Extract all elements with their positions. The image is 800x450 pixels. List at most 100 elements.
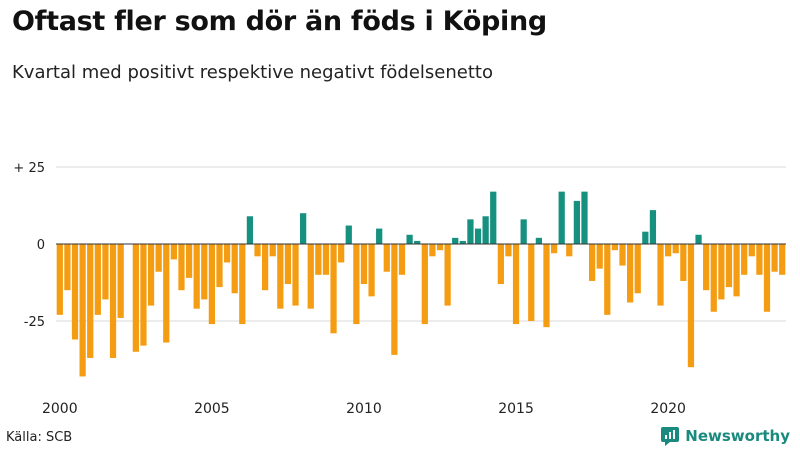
bar-2002-q4[interactable]: 2002 K4: -33 xyxy=(140,244,147,346)
bar-2003-q1[interactable]: 2003 K1: -20 xyxy=(147,244,155,306)
bar-2007-q3[interactable]: 2007 K3: -13 xyxy=(284,244,292,285)
bar-2003-q4[interactable]: 2003 K4: -5 xyxy=(170,244,177,260)
bar-2010-q3[interactable]: 2010 K3: 5 xyxy=(376,228,383,244)
bar-2014-q1[interactable]: 2014 K1: 9 xyxy=(482,216,489,244)
bar-2005-q4[interactable]: 2005 K4: -16 xyxy=(231,244,238,294)
bar-2015-q2[interactable]: 2015 K2: 8 xyxy=(520,219,527,244)
bar-2016-q4[interactable]: 2016 K4: -4 xyxy=(566,244,573,257)
bar-2014-q4[interactable]: 2014 K4: -4 xyxy=(505,244,512,257)
bar-2001-q3[interactable]: 2001 K3: -18 xyxy=(102,244,109,300)
bar-2011-q4[interactable]: 2011 K4: 1 xyxy=(414,240,421,244)
bar-2002-q1[interactable]: 2002 K1: -24 xyxy=(117,244,124,318)
brand-logo[interactable]: Newsworthy xyxy=(660,426,790,446)
x-tick-label: 2020 xyxy=(650,401,686,417)
bar-2019-q4[interactable]: 2019 K4: -20 xyxy=(657,244,664,306)
bar-2016-q3[interactable]: 2016 K3: 17 xyxy=(558,191,565,244)
bar-2005-q2[interactable]: 2005 K2: -14 xyxy=(216,244,223,288)
page-title: Oftast fler som dör än föds i Köping xyxy=(12,6,547,37)
bar-2018-q1[interactable]: 2018 K1: -23 xyxy=(604,244,611,315)
bar-2010-q2[interactable]: 2010 K2: -17 xyxy=(368,244,375,297)
bar-2020-q4[interactable]: 2020 K4: -40 xyxy=(687,244,695,368)
bar-2013-q1[interactable]: 2013 K1: 2 xyxy=(452,237,459,244)
bar-2023-q2[interactable]: 2023 K2: -22 xyxy=(763,244,771,312)
bar-2000-q3[interactable]: 2000 K3: -31 xyxy=(71,244,79,340)
bar-2008-q2[interactable]: 2008 K2: -21 xyxy=(307,244,314,309)
bar-2013-q2[interactable]: 2013 K2: 1 xyxy=(459,240,466,244)
bar-2003-q3[interactable]: 2003 K3: -32 xyxy=(163,244,170,343)
bar-2000-q2[interactable]: 2000 K2: -15 xyxy=(64,244,71,291)
bar-2022-q3[interactable]: 2022 K3: -10 xyxy=(741,244,748,275)
bar-2023-q1[interactable]: 2023 K1: -10 xyxy=(756,244,763,275)
bar-2017-q3[interactable]: 2017 K3: -12 xyxy=(588,244,596,281)
bar-2001-q2[interactable]: 2001 K2: -23 xyxy=(94,244,101,315)
bar-2020-q3[interactable]: 2020 K3: -12 xyxy=(680,244,687,281)
bar-2000-q4[interactable]: 2000 K4: -43 xyxy=(79,244,86,377)
bar-2017-q4[interactable]: 2017 K4: -8 xyxy=(596,244,603,269)
bar-2022-q2[interactable]: 2022 K2: -17 xyxy=(733,244,740,297)
bar-2014-q2[interactable]: 2014 K2: 17 xyxy=(490,191,497,244)
bar-2021-q1[interactable]: 2021 K1: 3 xyxy=(695,234,702,244)
bar-2012-q2[interactable]: 2012 K2: -4 xyxy=(429,244,436,257)
bar-2018-q3[interactable]: 2018 K3: -7 xyxy=(619,244,626,266)
bar-2013-q3[interactable]: 2013 K3: 8 xyxy=(467,219,474,244)
bar-2004-q2[interactable]: 2004 K2: -11 xyxy=(185,244,193,278)
grid-layer xyxy=(56,166,786,322)
bar-2009-q2[interactable]: 2009 K2: -6 xyxy=(338,244,345,263)
bar-2021-q2[interactable]: 2021 K2: -15 xyxy=(703,244,710,291)
bar-2018-q2[interactable]: 2018 K2: -2 xyxy=(611,244,619,251)
bar-2022-q1[interactable]: 2022 K1: -14 xyxy=(725,244,733,288)
bar-2017-q2[interactable]: 2017 K2: 17 xyxy=(581,191,588,244)
bar-2020-q1[interactable]: 2020 K1: -4 xyxy=(665,244,672,257)
bar-2008-q1[interactable]: 2008 K1: 10 xyxy=(300,213,307,244)
bar-2011-q1[interactable]: 2011 K1: -36 xyxy=(391,244,398,355)
bar-2002-q3[interactable]: 2002 K3: -35 xyxy=(132,244,139,352)
bar-2006-q3[interactable]: 2006 K3: -4 xyxy=(254,244,261,257)
bar-2021-q4[interactable]: 2021 K4: -18 xyxy=(718,244,725,300)
bar-2001-q1[interactable]: 2001 K1: -37 xyxy=(87,244,94,358)
bar-2015-q4[interactable]: 2015 K4: 2 xyxy=(535,237,542,244)
bar-2008-q4[interactable]: 2008 K4: -10 xyxy=(322,244,330,275)
bar-2009-q4[interactable]: 2009 K4: -26 xyxy=(353,244,360,325)
bar-2013-q4[interactable]: 2013 K4: 5 xyxy=(474,228,482,244)
bar-2022-q4[interactable]: 2022 K4: -4 xyxy=(748,244,755,257)
bar-2012-q3[interactable]: 2012 K3: -2 xyxy=(436,244,444,251)
bar-2015-q1[interactable]: 2015 K1: -26 xyxy=(512,244,520,325)
bar-2007-q2[interactable]: 2007 K2: -21 xyxy=(277,244,284,309)
bar-2007-q4[interactable]: 2007 K4: -20 xyxy=(292,244,299,306)
bar-2004-q4[interactable]: 2004 K4: -18 xyxy=(201,244,208,300)
bar-2019-q2[interactable]: 2019 K2: 4 xyxy=(642,231,649,244)
bar-2004-q3[interactable]: 2004 K3: -21 xyxy=(193,244,200,309)
bar-2009-q1[interactable]: 2009 K1: -29 xyxy=(330,244,337,334)
bar-2016-q1[interactable]: 2016 K1: -27 xyxy=(543,244,550,328)
bar-2016-q2[interactable]: 2016 K2: -3 xyxy=(550,244,558,254)
bar-2015-q3[interactable]: 2015 K3: -25 xyxy=(528,244,535,321)
bar-2001-q4[interactable]: 2001 K4: -37 xyxy=(109,244,117,358)
bar-2012-q1[interactable]: 2012 K1: -26 xyxy=(421,244,428,325)
bars-layer: 2000 K1: -232000 K2: -152000 K3: -312000… xyxy=(56,191,786,377)
bar-2012-q4[interactable]: 2012 K4: -20 xyxy=(444,244,451,306)
bar-2019-q3[interactable]: 2019 K3: 11 xyxy=(649,210,657,244)
bar-2004-q1[interactable]: 2004 K1: -15 xyxy=(178,244,185,291)
bar-2005-q3[interactable]: 2005 K3: -6 xyxy=(223,244,231,263)
bar-2018-q4[interactable]: 2018 K4: -19 xyxy=(627,244,634,303)
bar-2006-q1[interactable]: 2006 K1: -26 xyxy=(239,244,246,325)
bar-2021-q3[interactable]: 2021 K3: -22 xyxy=(710,244,717,312)
bar-2000-q1[interactable]: 2000 K1: -23 xyxy=(56,244,63,315)
bar-2008-q3[interactable]: 2008 K3: -10 xyxy=(315,244,322,275)
bar-2007-q1[interactable]: 2007 K1: -4 xyxy=(269,244,276,257)
bar-2023-q3[interactable]: 2023 K3: -9 xyxy=(771,244,778,272)
bar-2010-q1[interactable]: 2010 K1: -13 xyxy=(360,244,368,285)
bar-2011-q2[interactable]: 2011 K2: -10 xyxy=(398,244,406,275)
bar-2010-q4[interactable]: 2010 K4: -9 xyxy=(383,244,390,272)
bar-2020-q2[interactable]: 2020 K2: -3 xyxy=(672,244,679,254)
bar-2023-q4[interactable]: 2023 K4: -10 xyxy=(779,244,786,275)
bar-2009-q3[interactable]: 2009 K3: 6 xyxy=(345,225,352,244)
bar-2006-q2[interactable]: 2006 K2: 9 xyxy=(246,216,254,244)
bar-2006-q4[interactable]: 2006 K4: -15 xyxy=(262,244,269,291)
bar-2017-q1[interactable]: 2017 K1: 14 xyxy=(573,200,581,244)
bar-2011-q3[interactable]: 2011 K3: 3 xyxy=(406,234,413,244)
bar-2019-q1[interactable]: 2019 K1: -16 xyxy=(634,244,641,294)
bar-2003-q2[interactable]: 2003 K2: -9 xyxy=(155,244,162,272)
bar-2014-q3[interactable]: 2014 K3: -13 xyxy=(497,244,504,285)
bar-2005-q1[interactable]: 2005 K1: -26 xyxy=(208,244,216,325)
